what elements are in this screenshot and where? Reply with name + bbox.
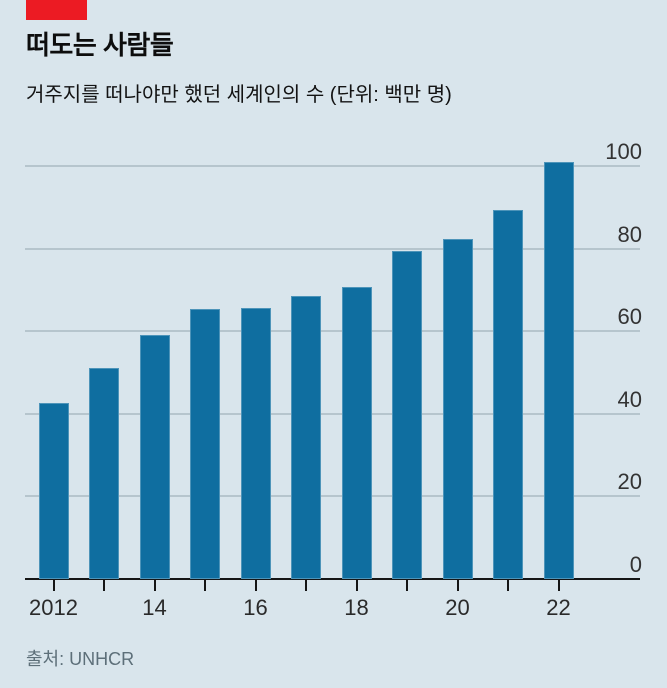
x-axis-label: 18	[344, 595, 369, 620]
x-axis-tick	[254, 580, 257, 591]
x-axis-tick	[456, 580, 459, 591]
bar-2019	[392, 250, 422, 579]
chart-subtitle: 거주지를 떠나야만 했던 세계인의 수 (단위: 백만 명)	[26, 84, 452, 106]
y-axis-label: 60	[617, 304, 642, 330]
x-axis-tick	[305, 580, 307, 591]
y-axis-label: 100	[605, 139, 642, 164]
gridline	[25, 165, 640, 167]
x-axis-tick	[204, 580, 206, 591]
x-axis-tick	[153, 580, 156, 591]
y-axis-label: 0	[629, 552, 642, 577]
brand-red-tab	[26, 0, 87, 20]
x-axis-tick	[103, 580, 105, 591]
y-axis-label: 80	[617, 221, 642, 247]
gridline	[25, 412, 640, 415]
x-axis-tick	[557, 580, 560, 591]
x-axis-label: 16	[243, 595, 268, 620]
x-axis-tick	[355, 580, 358, 591]
x-axis-label: 20	[445, 595, 470, 620]
x-axis-tick	[52, 580, 55, 591]
bar-2020	[442, 238, 473, 579]
bar-2018	[341, 286, 372, 579]
source-note: 출처: UNHCR	[26, 649, 135, 669]
bar-2021	[493, 210, 523, 579]
bar-2013	[89, 367, 119, 579]
x-axis-tick	[507, 580, 509, 591]
y-axis-label: 20	[617, 469, 642, 495]
x-axis-label: 22	[546, 595, 571, 620]
y-axis-label: 40	[617, 386, 642, 412]
x-axis-label: 14	[142, 595, 167, 620]
bar-2017	[291, 296, 321, 579]
bar-2014	[139, 334, 170, 579]
gridline	[25, 330, 640, 333]
x-axis-tick	[406, 580, 408, 591]
x-axis-line	[25, 578, 640, 580]
bar-2015	[190, 309, 220, 579]
bar-2016	[240, 308, 271, 579]
gridline	[25, 247, 640, 250]
gridline	[25, 495, 640, 498]
bar-2022	[543, 161, 574, 579]
chart-title: 떠도는 사람들	[26, 30, 174, 60]
x-axis-label: 2012	[29, 595, 78, 620]
bar-2012	[38, 402, 69, 579]
